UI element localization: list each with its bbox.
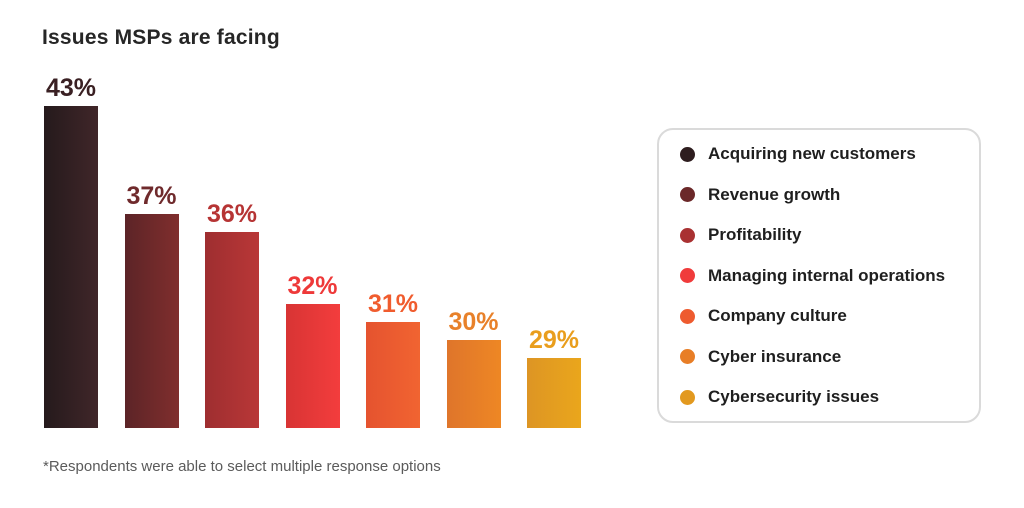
bar [285,303,340,428]
legend-label: Acquiring new customers [708,144,916,163]
chart-title: Issues MSPs are facing [42,26,280,49]
bar-value-label: 30% [448,307,499,336]
legend-item: Revenue growth [680,185,979,205]
legend-dot-icon [680,268,695,283]
bar-column: 43% [44,76,98,428]
legend-label: Cyber insurance [708,346,842,366]
bar [124,213,179,428]
legend-box: Acquiring new customers Revenue growth Pro… [657,128,981,423]
bar-column: 36% [205,199,259,428]
bar-value-label: 31% [367,289,419,318]
bar [527,357,581,428]
legend-item: Managing internal operations [680,266,979,286]
bar-group: 43% 37% 36% 32% 31% 30% 29% [44,70,581,428]
bar-value-label: 32% [287,271,338,300]
legend-item: Company culture [680,306,979,326]
footnote: *Respondents were able to select multipl… [43,458,441,475]
bar-value-label: 37% [126,181,177,210]
legend-dot-icon [680,187,695,202]
bar-value-label: 43% [45,74,97,102]
legend-label: Cybersecurity issues [708,387,880,406]
legend-item: Cyber insurance [680,347,979,367]
bar-value-label: 29% [528,325,580,354]
bar [366,321,420,428]
legend-dot-icon [680,349,695,364]
legend-item: Profitability [680,225,979,245]
legend-item: Acquiring new customers [680,144,979,164]
legend-label: Profitability [708,225,802,244]
bar [44,106,98,428]
legend-dot-icon [680,308,695,324]
legend-label: Managing internal operations [708,265,946,285]
legend-item: Cybersecurity issues [680,387,979,407]
bar-column: 29% [527,325,581,428]
bar-column: 30% [446,307,501,428]
legend-dot-icon [680,146,695,162]
legend-dot-icon [680,389,695,405]
legend-label: Company culture [708,306,847,325]
bar [205,231,259,428]
legend-label: Revenue growth [708,184,841,204]
bar-column: 37% [124,181,179,428]
bar-value-label: 36% [206,199,258,228]
bar-column: 32% [285,271,340,428]
bar [446,339,501,428]
bar-column: 31% [366,289,420,428]
legend-dot-icon [680,227,695,243]
